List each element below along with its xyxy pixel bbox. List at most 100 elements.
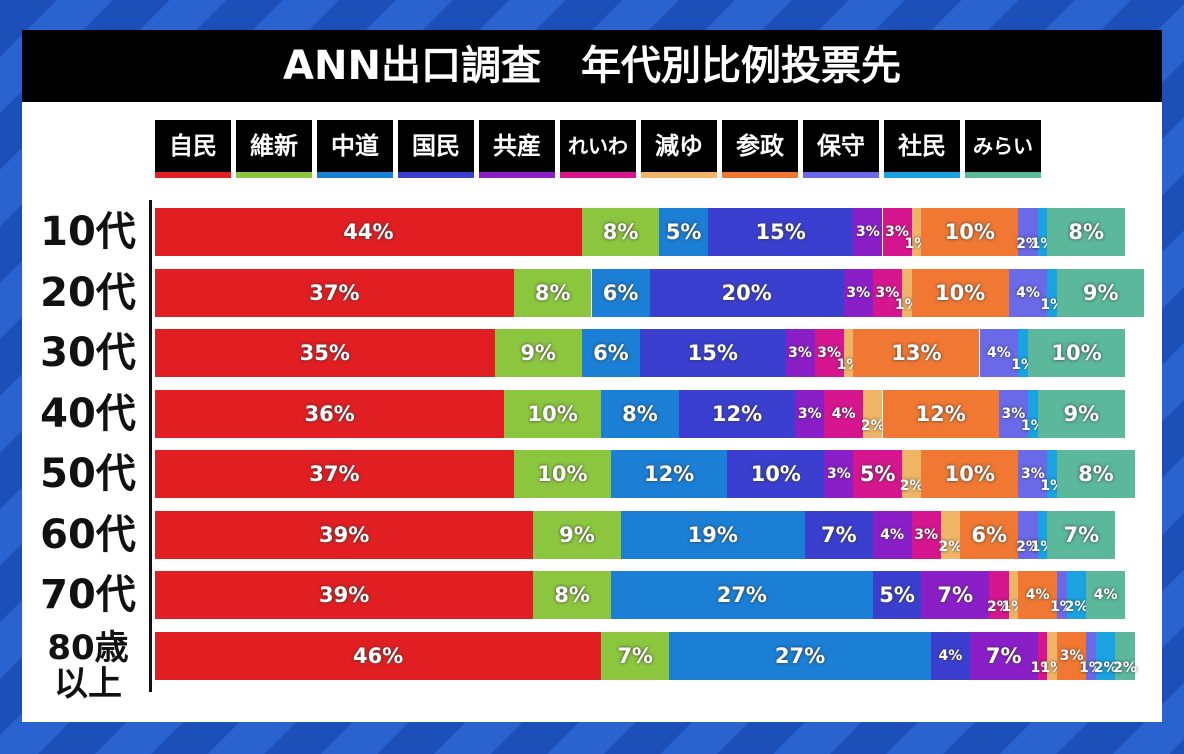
bar-segment bbox=[921, 571, 990, 619]
value-label: 5% bbox=[879, 583, 915, 607]
bar-segment bbox=[155, 389, 505, 438]
value-label: 3% bbox=[875, 284, 900, 301]
bar-segment bbox=[882, 389, 999, 438]
value-label: 4% bbox=[987, 345, 1011, 361]
value-label: 3% bbox=[856, 224, 880, 240]
value-label: 3% bbox=[914, 526, 939, 543]
value-label: 8% bbox=[534, 280, 571, 305]
bar-segment bbox=[155, 329, 495, 377]
bar-segment bbox=[640, 329, 786, 377]
bar-segment bbox=[678, 389, 796, 438]
legend-entry: 国民 bbox=[398, 120, 474, 178]
bar-segment bbox=[155, 450, 514, 498]
bar-segment bbox=[1047, 208, 1125, 256]
value-label: 15% bbox=[755, 220, 806, 244]
bar-segment bbox=[669, 631, 931, 680]
value-label: 3% bbox=[885, 224, 909, 240]
bar-segment bbox=[1028, 329, 1125, 377]
bar-segment bbox=[1037, 389, 1125, 438]
bar-segment bbox=[601, 389, 679, 438]
bar-segment bbox=[960, 510, 1019, 559]
bar-segment bbox=[901, 268, 912, 317]
value-label: 9% bbox=[1063, 401, 1100, 426]
value-label: 9% bbox=[520, 341, 556, 365]
bar-segment bbox=[1057, 631, 1087, 680]
bar-segment bbox=[872, 268, 902, 317]
bar-segment bbox=[921, 450, 1019, 498]
legend-entry: 参政 bbox=[722, 120, 798, 178]
legend-entry: 減ゆ bbox=[641, 120, 717, 178]
value-label: 37% bbox=[309, 462, 360, 486]
value-label: 39% bbox=[319, 522, 370, 547]
axis-line bbox=[149, 200, 152, 692]
value-label: 8% bbox=[1068, 220, 1105, 244]
bar-segment bbox=[1008, 268, 1048, 317]
value-label: 8% bbox=[622, 401, 658, 426]
value-label: 37% bbox=[309, 280, 360, 305]
bar-segment bbox=[581, 208, 660, 256]
bar-segment bbox=[1047, 510, 1116, 559]
bar-segment bbox=[969, 631, 1038, 680]
bar-segment bbox=[1018, 329, 1028, 377]
bar-segment bbox=[824, 450, 854, 498]
bar-segment bbox=[1018, 510, 1038, 559]
legend-entry: 社民 bbox=[884, 120, 960, 178]
bar-segment bbox=[911, 510, 941, 559]
category-label: 60代 bbox=[40, 511, 136, 558]
bar-segment bbox=[494, 329, 582, 377]
legend-entry: 中道 bbox=[317, 120, 393, 178]
bar-segment bbox=[824, 389, 864, 438]
value-label: 3% bbox=[846, 284, 871, 301]
value-label: 10% bbox=[750, 462, 801, 486]
bar-segment bbox=[979, 329, 1019, 377]
value-label: 35% bbox=[299, 341, 350, 365]
value-label: 2% bbox=[1016, 538, 1040, 555]
bar-segment bbox=[610, 571, 873, 619]
value-label: 4% bbox=[880, 526, 905, 543]
value-label: 19% bbox=[687, 522, 738, 547]
bar-segment bbox=[940, 510, 961, 559]
bar-segment bbox=[727, 450, 825, 498]
legend-entry: れいわ bbox=[560, 120, 636, 178]
category-label: 20代 bbox=[40, 269, 136, 316]
bar-segment bbox=[843, 329, 854, 377]
bar-segment bbox=[581, 329, 640, 377]
category-label: 80歳以上 bbox=[47, 627, 129, 704]
bar-segment bbox=[155, 268, 514, 317]
value-label: 2% bbox=[1016, 236, 1040, 252]
bar-segment bbox=[1115, 631, 1135, 680]
bar-segment bbox=[1047, 450, 1058, 498]
value-label: 10% bbox=[1051, 341, 1102, 365]
category-label: 50代 bbox=[40, 451, 136, 497]
bar-segment bbox=[659, 208, 708, 256]
value-label: 10% bbox=[527, 401, 578, 426]
value-label: 4% bbox=[1093, 587, 1118, 603]
bar-segment bbox=[1028, 389, 1038, 438]
value-label: 27% bbox=[774, 643, 826, 668]
value-label: 2% bbox=[899, 478, 924, 494]
value-label: 4% bbox=[938, 647, 963, 664]
bar-segment bbox=[998, 389, 1028, 438]
value-label: 7% bbox=[617, 643, 653, 668]
value-label: 8% bbox=[1078, 462, 1114, 486]
bar-segment bbox=[901, 450, 922, 498]
bar-segment bbox=[872, 510, 912, 559]
value-label: 20% bbox=[721, 280, 772, 305]
bar-segment bbox=[504, 389, 602, 438]
bar-segment bbox=[853, 208, 883, 256]
bar-segment bbox=[804, 510, 873, 559]
value-label: 3% bbox=[1020, 466, 1045, 482]
value-label: 12% bbox=[643, 462, 695, 486]
value-label: 9% bbox=[559, 522, 595, 547]
value-label: 3% bbox=[817, 345, 842, 361]
bar-segment bbox=[610, 450, 728, 498]
chart-title: ANN出口調査 年代別比例投票先 bbox=[22, 30, 1162, 102]
bar-segment bbox=[1037, 631, 1048, 680]
bar-segment bbox=[921, 208, 1019, 256]
value-label: 6% bbox=[971, 522, 1008, 547]
bar-segment bbox=[785, 329, 815, 377]
value-label: 6% bbox=[593, 341, 629, 365]
bar-segment bbox=[1037, 510, 1048, 559]
value-label: 5% bbox=[859, 462, 896, 486]
value-label: 7% bbox=[1063, 522, 1100, 547]
